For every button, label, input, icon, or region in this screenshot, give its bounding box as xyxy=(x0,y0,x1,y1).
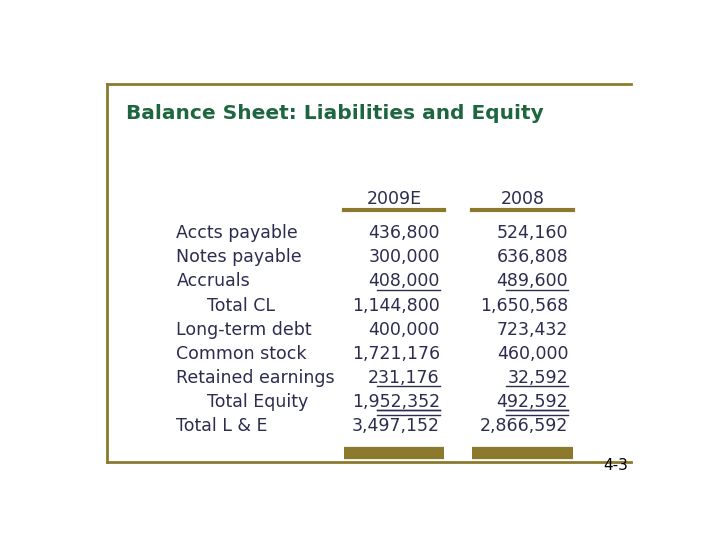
Text: 489,600: 489,600 xyxy=(497,273,568,291)
Text: 32,592: 32,592 xyxy=(508,369,568,387)
Text: 1,144,800: 1,144,800 xyxy=(352,296,440,314)
Text: 1,952,352: 1,952,352 xyxy=(352,393,440,411)
Text: 231,176: 231,176 xyxy=(368,369,440,387)
Text: 436,800: 436,800 xyxy=(369,224,440,242)
Text: 300,000: 300,000 xyxy=(369,248,440,266)
Text: Accts payable: Accts payable xyxy=(176,224,298,242)
Text: 524,160: 524,160 xyxy=(497,224,568,242)
Text: Common stock: Common stock xyxy=(176,345,307,363)
Text: 492,592: 492,592 xyxy=(497,393,568,411)
Text: Total CL: Total CL xyxy=(207,296,275,314)
Text: 4-3: 4-3 xyxy=(603,458,629,473)
Text: Accruals: Accruals xyxy=(176,273,251,291)
Text: 1,721,176: 1,721,176 xyxy=(352,345,440,363)
Text: 2009E: 2009E xyxy=(366,190,422,208)
Text: Retained earnings: Retained earnings xyxy=(176,369,335,387)
Text: 2008: 2008 xyxy=(500,190,544,208)
Text: Notes payable: Notes payable xyxy=(176,248,302,266)
Text: 636,808: 636,808 xyxy=(497,248,568,266)
Text: 460,000: 460,000 xyxy=(497,345,568,363)
Text: Long-term debt: Long-term debt xyxy=(176,321,312,339)
Text: Balance Sheet: Liabilities and Equity: Balance Sheet: Liabilities and Equity xyxy=(126,104,544,123)
Text: 400,000: 400,000 xyxy=(369,321,440,339)
Text: 2,866,592: 2,866,592 xyxy=(480,417,568,435)
Text: 3,497,152: 3,497,152 xyxy=(352,417,440,435)
Text: Total Equity: Total Equity xyxy=(207,393,308,411)
Text: 723,432: 723,432 xyxy=(497,321,568,339)
Text: 408,000: 408,000 xyxy=(369,273,440,291)
Text: Total L & E: Total L & E xyxy=(176,417,268,435)
Text: 1,650,568: 1,650,568 xyxy=(480,296,568,314)
